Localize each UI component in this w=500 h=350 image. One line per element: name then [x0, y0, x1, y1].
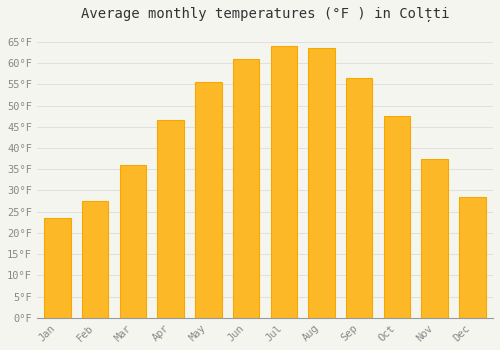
- Bar: [82, 201, 108, 318]
- Bar: [422, 159, 448, 318]
- Bar: [195, 82, 222, 318]
- Bar: [158, 120, 184, 318]
- Bar: [270, 46, 297, 318]
- Bar: [120, 165, 146, 318]
- Bar: [233, 59, 260, 318]
- Bar: [308, 48, 334, 318]
- Bar: [384, 116, 410, 318]
- Title: Average monthly temperatures (°F ) in Colțti: Average monthly temperatures (°F ) in Co…: [80, 7, 449, 22]
- Bar: [44, 218, 70, 318]
- Bar: [459, 197, 485, 318]
- Bar: [346, 78, 372, 318]
